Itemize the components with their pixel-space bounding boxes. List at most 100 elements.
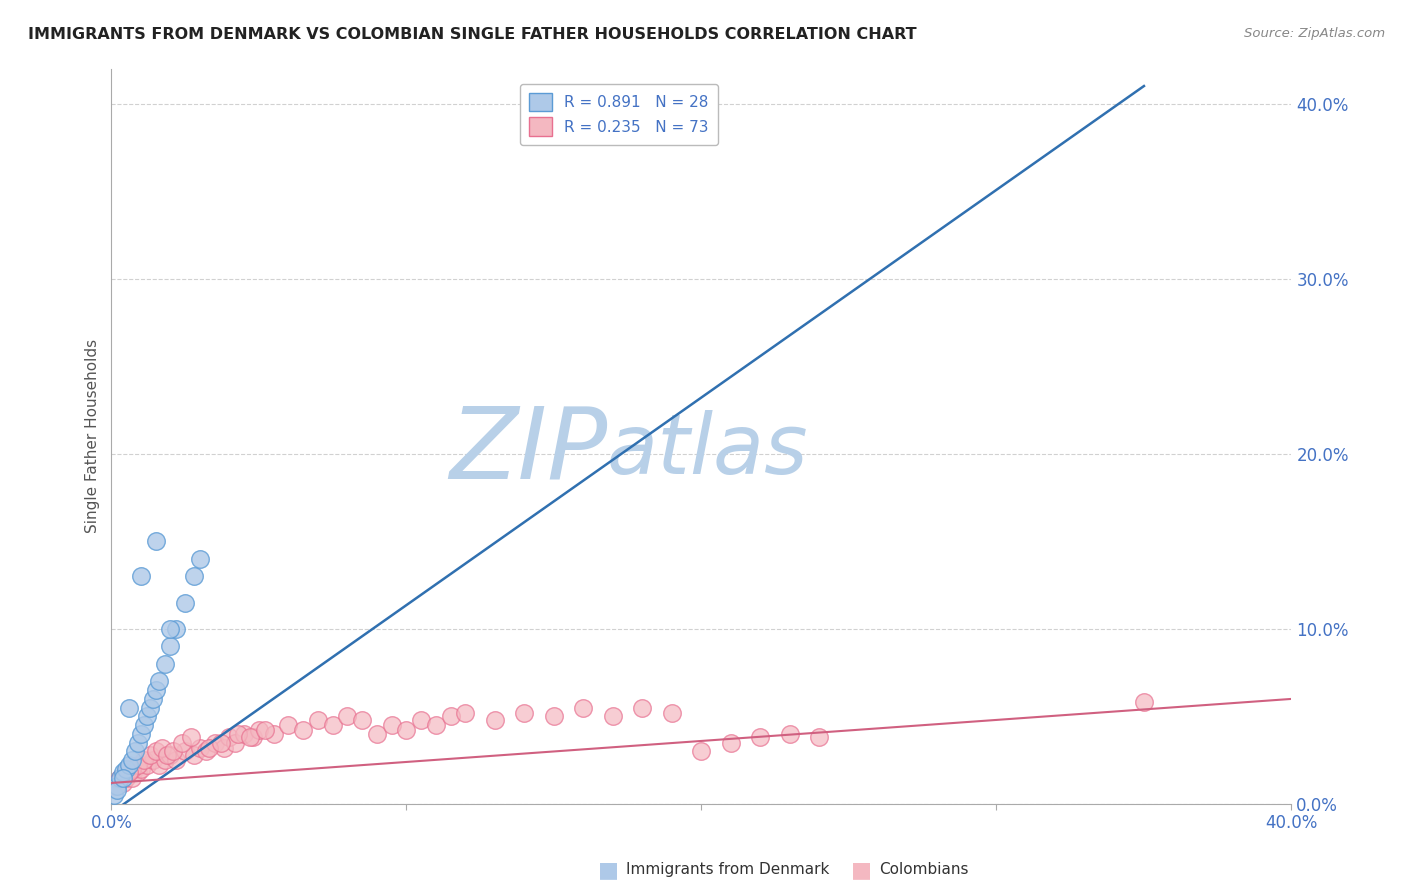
Point bbox=[440, 709, 463, 723]
Point bbox=[115, 765, 138, 780]
Point bbox=[411, 713, 433, 727]
Point bbox=[118, 765, 141, 780]
Point bbox=[292, 723, 315, 738]
Point bbox=[395, 723, 418, 738]
Point bbox=[749, 731, 772, 745]
Point bbox=[110, 771, 132, 785]
Y-axis label: Single Father Households: Single Father Households bbox=[86, 339, 100, 533]
Point bbox=[159, 747, 181, 762]
Point bbox=[366, 727, 388, 741]
Point bbox=[242, 731, 264, 745]
Point bbox=[174, 596, 197, 610]
Point bbox=[103, 789, 125, 803]
Point bbox=[425, 718, 447, 732]
Point bbox=[121, 753, 143, 767]
Point bbox=[226, 727, 249, 741]
Text: Source: ZipAtlas.com: Source: ZipAtlas.com bbox=[1244, 27, 1385, 40]
Point bbox=[720, 736, 742, 750]
Point bbox=[779, 727, 801, 741]
Point bbox=[194, 744, 217, 758]
Point bbox=[197, 741, 219, 756]
Point bbox=[572, 700, 595, 714]
Point bbox=[127, 765, 149, 780]
Point bbox=[127, 758, 149, 772]
Point bbox=[180, 731, 202, 745]
Point bbox=[135, 758, 157, 772]
Text: IMMIGRANTS FROM DENMARK VS COLOMBIAN SINGLE FATHER HOUSEHOLDS CORRELATION CHART: IMMIGRANTS FROM DENMARK VS COLOMBIAN SIN… bbox=[28, 27, 917, 42]
Text: atlas: atlas bbox=[607, 410, 808, 491]
Point bbox=[127, 736, 149, 750]
Point bbox=[159, 622, 181, 636]
Point bbox=[172, 736, 194, 750]
Text: Immigrants from Denmark: Immigrants from Denmark bbox=[626, 863, 830, 877]
Point bbox=[336, 709, 359, 723]
Point bbox=[139, 747, 162, 762]
Point bbox=[150, 741, 173, 756]
Point bbox=[661, 706, 683, 720]
Point bbox=[174, 744, 197, 758]
Point bbox=[188, 551, 211, 566]
Point bbox=[139, 700, 162, 714]
Point bbox=[543, 709, 565, 723]
Point bbox=[115, 762, 138, 776]
Point bbox=[129, 569, 152, 583]
Point bbox=[105, 783, 128, 797]
Point bbox=[145, 683, 167, 698]
Point bbox=[118, 765, 141, 780]
Point bbox=[112, 765, 135, 780]
Point bbox=[142, 692, 165, 706]
Point bbox=[121, 762, 143, 776]
Point bbox=[105, 776, 128, 790]
Text: ■: ■ bbox=[598, 860, 619, 880]
Point bbox=[204, 736, 226, 750]
Point bbox=[808, 731, 831, 745]
Point bbox=[233, 727, 256, 741]
Point bbox=[124, 762, 146, 776]
Point bbox=[153, 753, 176, 767]
Point bbox=[212, 741, 235, 756]
Point bbox=[307, 713, 329, 727]
Point bbox=[253, 723, 276, 738]
Point bbox=[115, 771, 138, 785]
Point bbox=[209, 736, 232, 750]
Point bbox=[145, 534, 167, 549]
Point bbox=[105, 776, 128, 790]
Point bbox=[277, 718, 299, 732]
Point bbox=[188, 741, 211, 756]
Point bbox=[454, 706, 477, 720]
Point bbox=[129, 762, 152, 776]
Point bbox=[156, 747, 179, 762]
Point bbox=[165, 753, 187, 767]
Point bbox=[183, 569, 205, 583]
Point bbox=[381, 718, 404, 732]
Point bbox=[142, 753, 165, 767]
Point bbox=[148, 758, 170, 772]
Point bbox=[602, 709, 624, 723]
Point bbox=[165, 622, 187, 636]
Point bbox=[148, 674, 170, 689]
Text: ■: ■ bbox=[851, 860, 872, 880]
Point bbox=[263, 727, 285, 741]
Point bbox=[322, 718, 344, 732]
Point bbox=[112, 771, 135, 785]
Point bbox=[690, 744, 713, 758]
Point bbox=[132, 753, 155, 767]
Point bbox=[129, 727, 152, 741]
Point bbox=[118, 758, 141, 772]
Point bbox=[352, 713, 374, 727]
Point bbox=[145, 744, 167, 758]
Point bbox=[110, 771, 132, 785]
Point bbox=[183, 747, 205, 762]
Point bbox=[513, 706, 536, 720]
Text: ZIP: ZIP bbox=[449, 402, 607, 500]
Point bbox=[121, 771, 143, 785]
Text: Colombians: Colombians bbox=[879, 863, 969, 877]
Point bbox=[103, 780, 125, 794]
Point bbox=[247, 723, 270, 738]
Legend: R = 0.891   N = 28, R = 0.235   N = 73: R = 0.891 N = 28, R = 0.235 N = 73 bbox=[520, 84, 718, 145]
Point bbox=[159, 640, 181, 654]
Point bbox=[105, 780, 128, 794]
Point bbox=[153, 657, 176, 671]
Point bbox=[218, 731, 240, 745]
Point bbox=[1133, 695, 1156, 709]
